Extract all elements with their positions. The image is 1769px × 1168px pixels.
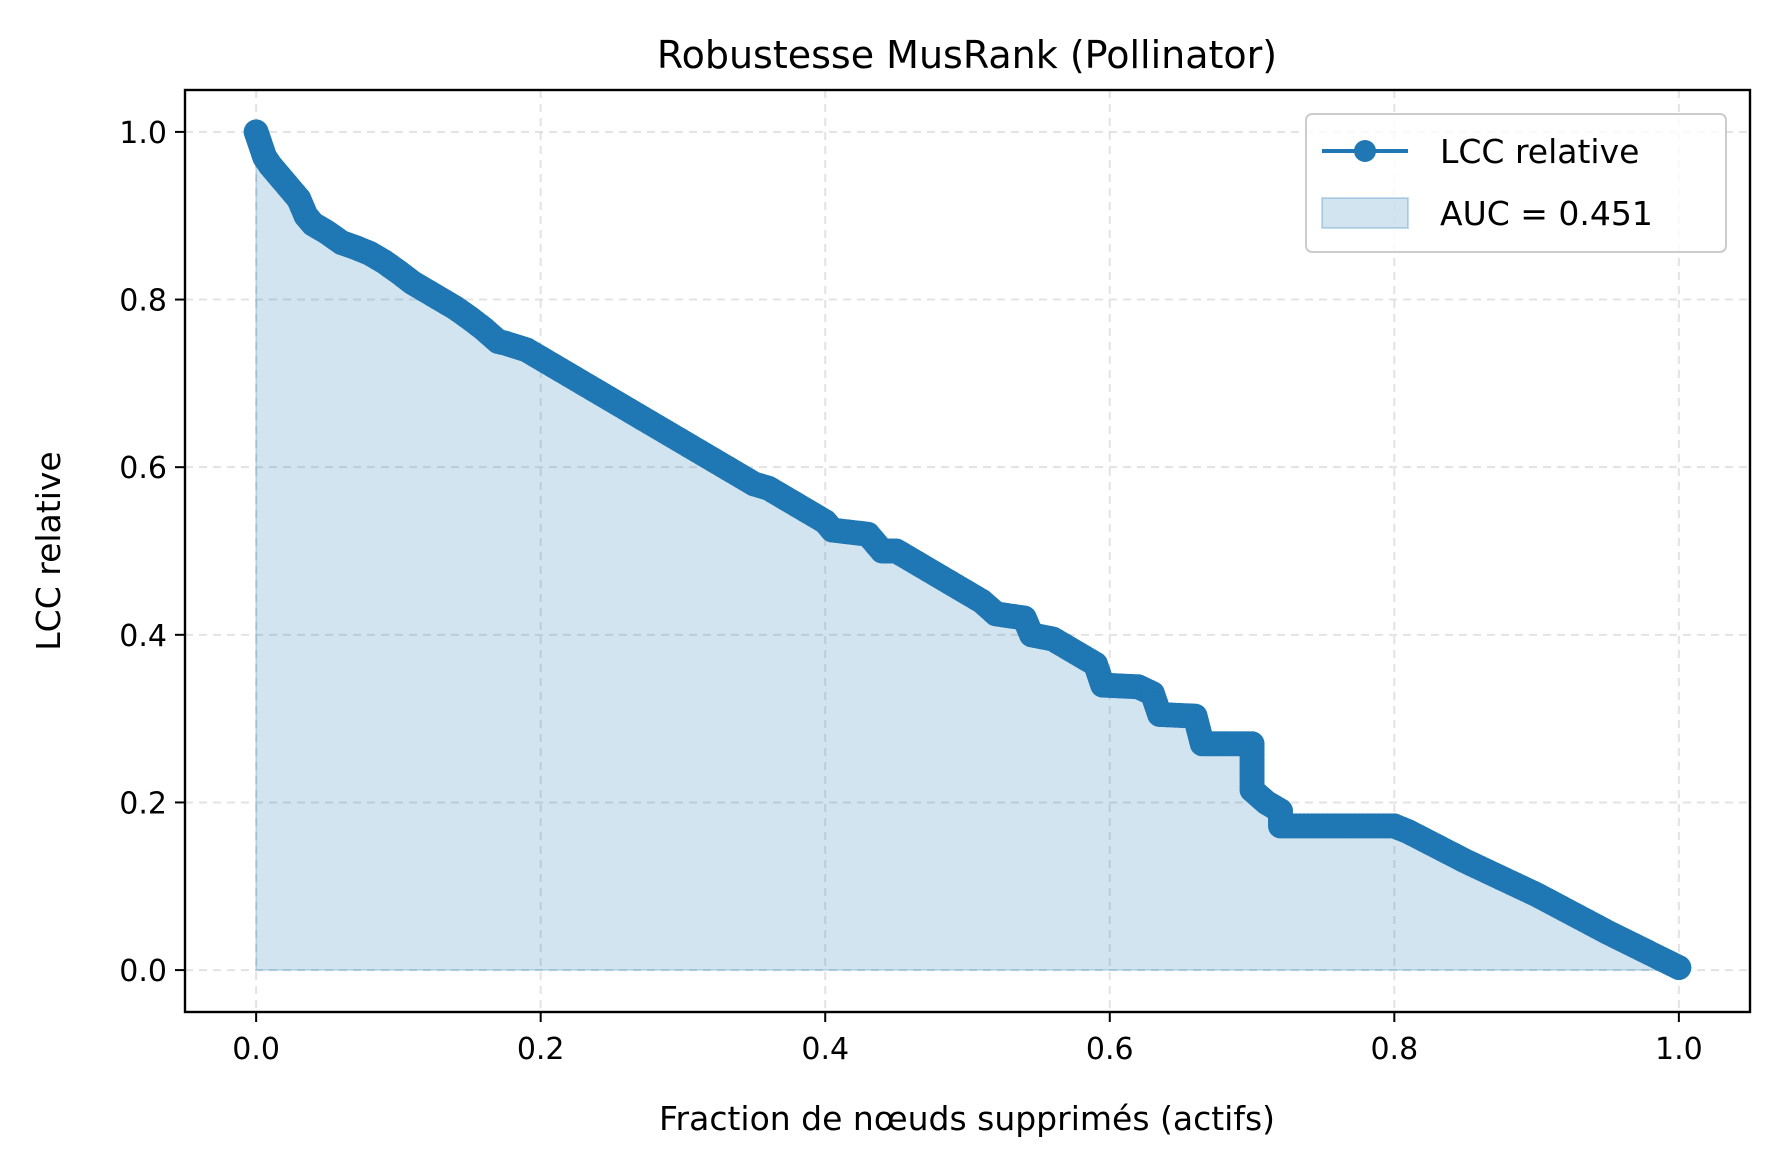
- x-axis-ticks: 0.0 0.2 0.4 0.6 0.8 1.0: [232, 1012, 1703, 1067]
- y-tick-label: 0.0: [119, 954, 167, 989]
- x-tick-label: 0.2: [517, 1032, 565, 1067]
- y-tick-label: 1.0: [119, 116, 167, 151]
- legend: LCC relative AUC = 0.451: [1305, 113, 1727, 253]
- y-tick-label: 0.8: [119, 284, 167, 319]
- y-tick-label: 0.4: [119, 619, 167, 654]
- x-tick-label: 0.4: [801, 1032, 849, 1067]
- data-point: [1666, 955, 1692, 981]
- x-tick-label: 0.6: [1086, 1032, 1134, 1067]
- y-tick-label: 0.2: [119, 786, 167, 821]
- legend-frame: [1305, 113, 1727, 253]
- y-tick-label: 0.6: [119, 451, 167, 486]
- y-axis-title: LCC relative: [29, 451, 68, 650]
- x-axis-title: Fraction de nœuds supprimés (actifs): [659, 1099, 1275, 1138]
- series-markers: [243, 119, 1692, 981]
- y-axis-ticks: 0.0 0.2 0.4 0.6 0.8 1.0: [119, 116, 185, 989]
- x-tick-label: 0.8: [1370, 1032, 1418, 1067]
- x-tick-label: 0.0: [232, 1032, 280, 1067]
- legend-marker-swatch: [1354, 140, 1376, 162]
- legend-label-auc: AUC = 0.451: [1440, 194, 1653, 233]
- chart-title: Robustesse MusRank (Pollinator): [657, 33, 1277, 77]
- legend-label-lcc: LCC relative: [1440, 132, 1639, 171]
- x-tick-label: 1.0: [1655, 1032, 1703, 1067]
- plot-frame: [183, 88, 1752, 1014]
- legend-area-swatch: [1321, 197, 1409, 229]
